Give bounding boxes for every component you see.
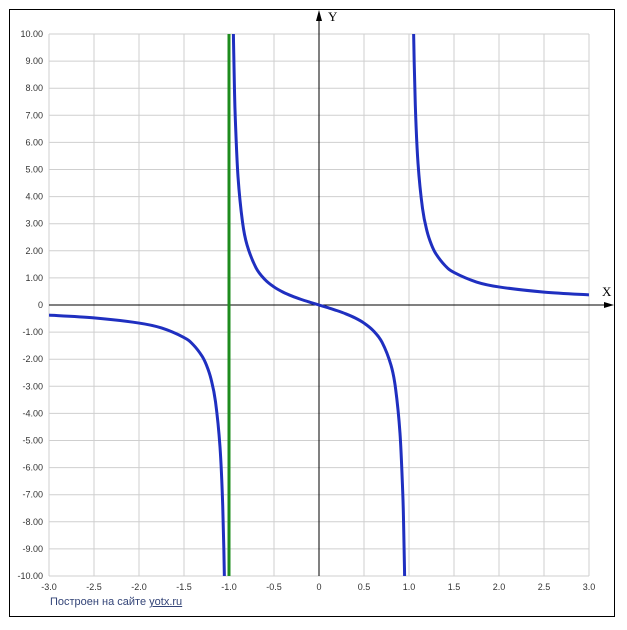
y-tick-label: 9.00	[25, 56, 43, 66]
y-tick-label: -6.00	[22, 463, 43, 473]
y-tick-label: -7.00	[22, 490, 43, 500]
x-tick-label: 3.0	[583, 582, 596, 592]
y-tick-label: -3.00	[22, 381, 43, 391]
credit-link[interactable]: yotx.ru	[149, 596, 183, 608]
y-tick-label: -4.00	[22, 408, 43, 418]
x-tick-label: -1.5	[176, 582, 192, 592]
x-tick-label: 2.5	[538, 582, 551, 592]
tick-labels: -3.0 -2.5 -2.0 -1.5 -1.0 -0.5 0 0.5 1.0 1.5 2.0 2.5…	[17, 29, 595, 592]
y-tick-label: -9.00	[22, 544, 43, 554]
x-tick-label: 0.5	[358, 582, 371, 592]
x-tick-label: -2.0	[131, 582, 147, 592]
y-axis-label: Y	[328, 9, 338, 24]
chart-frame	[9, 9, 615, 617]
y-tick-label: 1.00	[25, 273, 43, 283]
series-line	[49, 313, 226, 576]
y-tick-label: 2.00	[25, 246, 43, 256]
y-tick-label: -5.00	[22, 436, 43, 446]
x-axis-arrow-icon	[604, 302, 614, 308]
y-tick-label: 6.00	[25, 137, 43, 147]
x-tick-label: 1.5	[448, 582, 461, 592]
axes	[49, 10, 614, 576]
y-tick-label: -8.00	[22, 517, 43, 527]
y-tick-label: 8.00	[25, 83, 43, 93]
y-tick-label: 5.00	[25, 165, 43, 175]
x-tick-label: 0	[316, 582, 321, 592]
y-tick-label: 3.00	[25, 219, 43, 229]
y-axis-arrow-icon	[316, 10, 322, 21]
credit-text: Построен на сайте	[50, 596, 150, 608]
y-tick-label: -2.00	[22, 354, 43, 364]
x-tick-label: 2.0	[493, 582, 506, 592]
credit-line: Построен на сайте yotx.ru	[50, 596, 182, 608]
x-tick-label: -0.5	[266, 582, 282, 592]
x-tick-label: -1.0	[221, 582, 237, 592]
x-tick-label: -3.0	[41, 582, 57, 592]
y-tick-label: -1.00	[22, 327, 43, 337]
y-tick-label: 4.00	[25, 192, 43, 202]
series-group	[49, 34, 589, 576]
y-tick-label: 0	[38, 300, 43, 310]
y-tick-label: 10.00	[20, 29, 43, 39]
x-tick-label: 1.0	[403, 582, 416, 592]
x-axis-label: X	[602, 284, 612, 299]
series-line	[412, 34, 589, 297]
series-line	[231, 34, 407, 576]
y-tick-label: -10.00	[17, 571, 43, 581]
y-tick-label: 7.00	[25, 110, 43, 120]
x-tick-label: -2.5	[86, 582, 102, 592]
